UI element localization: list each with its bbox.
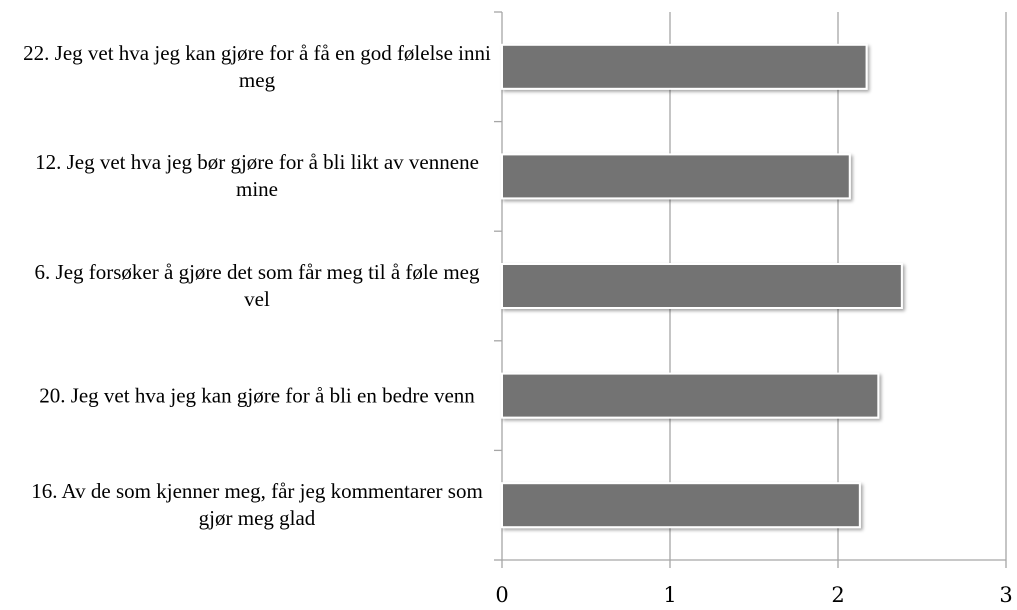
bar — [501, 372, 880, 419]
y-tick-label: 6. Jeg forsøker å gjøre det som får meg … — [34, 260, 480, 311]
y-tick-label: 22. Jeg vet hva jeg kan gjøre for å få e… — [23, 40, 491, 92]
x-tick-label: 3 — [999, 583, 1012, 607]
y-tick-label: 20. Jeg vet hva jeg kan gjøre for å bli … — [39, 383, 475, 408]
bar — [501, 153, 851, 200]
x-tick-label: 1 — [663, 583, 676, 607]
x-tick-label: 2 — [831, 583, 844, 607]
y-tick-label: 16. Av de som kjenner meg, får jeg komme… — [31, 479, 483, 531]
bar — [501, 263, 903, 309]
bar — [501, 43, 868, 90]
bar — [501, 482, 861, 529]
x-tick-label: 0 — [495, 583, 508, 607]
y-tick-label: 12. Jeg vet hva jeg bør gjøre for å bli … — [35, 150, 479, 202]
